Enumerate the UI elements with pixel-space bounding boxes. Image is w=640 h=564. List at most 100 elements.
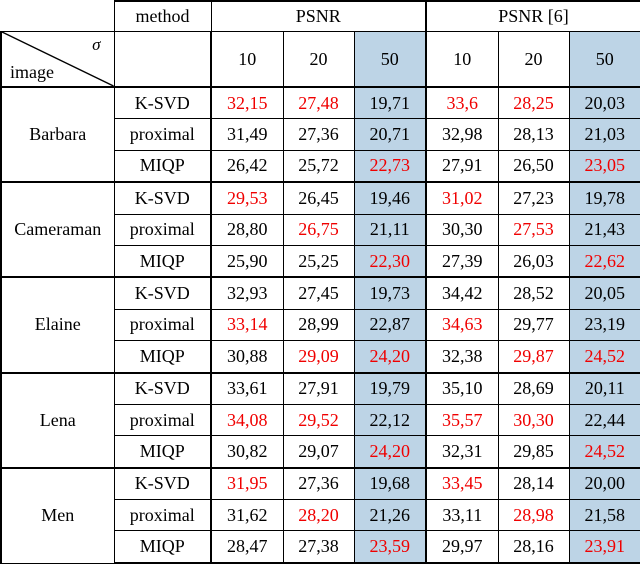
- psnr-value-cell: 24,52: [568, 340, 640, 374]
- table-row: Lena K-SVD 33,61 27,91 19,79 35,10 28,69 20,11: [0, 371, 640, 469]
- table-row: MIQP 26,42 25,72 22,73 27,91 26,50 23,05: [1, 149, 640, 183]
- psnr-value-cell: 28,13: [497, 118, 570, 151]
- psnr-value-cell: 35,57: [425, 404, 499, 437]
- table-row: proximal 33,14 28,99 22,87 34,63 29,77 23,19: [1, 308, 640, 342]
- psnr-value-cell: 19,79: [353, 371, 427, 406]
- psnr-value-cell: 27,53: [497, 213, 570, 246]
- psnr-value-cell: 23,05: [568, 149, 640, 183]
- psnr-ref-group-header: PSNR [6]: [425, 0, 640, 32]
- diagonal-divider-line: [2, 32, 114, 86]
- psnr-value-cell: 27,36: [282, 466, 355, 501]
- table-row: proximal 31,62 28,20 21,26 33,11 28,98 21,58: [1, 499, 640, 532]
- method-cell: proximal: [113, 308, 212, 342]
- psnr-value-cell: 34,42: [425, 276, 499, 310]
- image-name-cell: Cameraman: [0, 181, 115, 278]
- psnr-value-cell: 31,49: [210, 118, 284, 151]
- psnr-value-cell: 20,11: [568, 371, 640, 406]
- method-cell: MIQP: [113, 530, 212, 564]
- psnr-value-cell: 26,03: [497, 244, 570, 278]
- method-cell: K-SVD: [113, 181, 212, 215]
- sigma-level-header: 10: [210, 31, 284, 88]
- psnr-value-cell: 19,78: [568, 181, 640, 215]
- psnr-value-cell: 29,85: [497, 435, 570, 469]
- psnr-value-cell: 22,62: [568, 244, 640, 278]
- psnr-value-cell: 22,44: [568, 404, 640, 437]
- psnr-value-cell: 34,63: [425, 308, 499, 342]
- sigma-symbol: σ: [92, 35, 101, 54]
- psnr-value-cell: 20,03: [568, 86, 640, 120]
- method-cell: MIQP: [113, 340, 212, 374]
- psnr-value-cell: 33,6: [425, 86, 499, 120]
- method-cell: K-SVD: [113, 86, 212, 120]
- table-body: Barbara K-SVD 32,15 27,48 19,71 33,6 28,25 20,0…: [0, 85, 640, 564]
- psnr-value-cell: 30,88: [210, 340, 284, 374]
- psnr-value-cell: 31,95: [210, 466, 284, 501]
- psnr-value-cell: 32,31: [425, 435, 499, 469]
- psnr-value-cell: 27,36: [282, 118, 355, 151]
- method-cell: proximal: [113, 213, 212, 246]
- sigma-level-header-highlighted: 50: [568, 31, 640, 88]
- psnr-value-cell: 26,50: [497, 149, 570, 183]
- method-cell: proximal: [113, 118, 212, 151]
- psnr-value-cell: 29,87: [497, 340, 570, 374]
- psnr-value-cell: 30,30: [497, 404, 570, 437]
- image-label: image: [10, 62, 54, 82]
- psnr-value-cell: 22,30: [353, 244, 427, 278]
- psnr-value-cell: 23,19: [568, 308, 640, 342]
- psnr-value-cell: 20,71: [353, 118, 427, 151]
- sigma-image-corner-cell: σ image: [0, 31, 115, 88]
- psnr-value-cell: 25,25: [282, 244, 355, 278]
- table-row: Elaine K-SVD 32,93 27,45 19,73 34,42 28,52 20,0…: [0, 276, 640, 374]
- psnr-value-cell: 33,61: [210, 371, 284, 406]
- psnr-value-cell: 28,80: [210, 213, 284, 246]
- psnr-value-cell: 19,46: [353, 181, 427, 215]
- method-cell: K-SVD: [113, 276, 212, 310]
- method-cell: proximal: [113, 404, 212, 437]
- psnr-value-cell: 24,20: [353, 340, 427, 374]
- psnr-value-cell: 29,52: [282, 404, 355, 437]
- psnr-value-cell: 31,02: [425, 181, 499, 215]
- psnr-value-cell: 20,00: [568, 466, 640, 501]
- psnr-value-cell: 20,05: [568, 276, 640, 310]
- image-name-cell: Barbara: [0, 85, 115, 183]
- psnr-value-cell: 28,16: [497, 530, 570, 564]
- table-row: Men K-SVD 31,95 27,36 19,68 33,45 28,14 20,00: [0, 466, 640, 564]
- psnr-value-cell: 29,97: [425, 530, 499, 564]
- psnr-value-cell: 32,38: [425, 340, 499, 374]
- psnr-value-cell: 28,20: [282, 499, 355, 532]
- psnr-value-cell: 28,99: [282, 308, 355, 342]
- psnr-value-cell: 26,75: [282, 213, 355, 246]
- psnr-value-cell: 29,77: [497, 308, 570, 342]
- sigma-level-header-highlighted: 50: [353, 31, 427, 88]
- method-cell: MIQP: [113, 244, 212, 278]
- psnr-value-cell: 27,91: [425, 149, 499, 183]
- psnr-value-cell: 28,47: [210, 530, 284, 564]
- psnr-value-cell: 19,71: [353, 86, 427, 120]
- psnr-value-cell: 28,14: [497, 466, 570, 501]
- psnr-value-cell: 32,98: [425, 118, 499, 151]
- psnr-value-cell: 28,25: [497, 86, 570, 120]
- table-row: MIQP 30,82 29,07 24,20 32,31 29,85 24,52: [1, 435, 640, 469]
- psnr-value-cell: 30,30: [425, 213, 499, 246]
- table-row: Cameraman K-SVD 29,53 26,45 19,46 31,02 27,23 1…: [0, 181, 640, 278]
- psnr-value-cell: 27,23: [497, 181, 570, 215]
- psnr-value-cell: 27,45: [282, 276, 355, 310]
- psnr-value-cell: 33,45: [425, 466, 499, 501]
- psnr-value-cell: 32,15: [210, 86, 284, 120]
- header-row-groups: method PSNR PSNR [6]: [1, 0, 640, 32]
- image-name-cell: Lena: [0, 371, 115, 469]
- psnr-value-cell: 22,12: [353, 404, 427, 437]
- psnr-value-cell: 25,90: [210, 244, 284, 278]
- psnr-value-cell: 28,69: [497, 371, 570, 406]
- psnr-value-cell: 21,43: [568, 213, 640, 246]
- psnr-value-cell: 23,91: [568, 530, 640, 564]
- method-cell: MIQP: [113, 149, 212, 183]
- method-cell: K-SVD: [113, 371, 212, 406]
- psnr-value-cell: 21,03: [568, 118, 640, 151]
- psnr-value-cell: 27,91: [282, 371, 355, 406]
- table-row: proximal 28,80 26,75 21,11 30,30 27,53 21,43: [1, 213, 640, 246]
- psnr-value-cell: 25,72: [282, 149, 355, 183]
- psnr-value-cell: 28,52: [497, 276, 570, 310]
- psnr-value-cell: 26,42: [210, 149, 284, 183]
